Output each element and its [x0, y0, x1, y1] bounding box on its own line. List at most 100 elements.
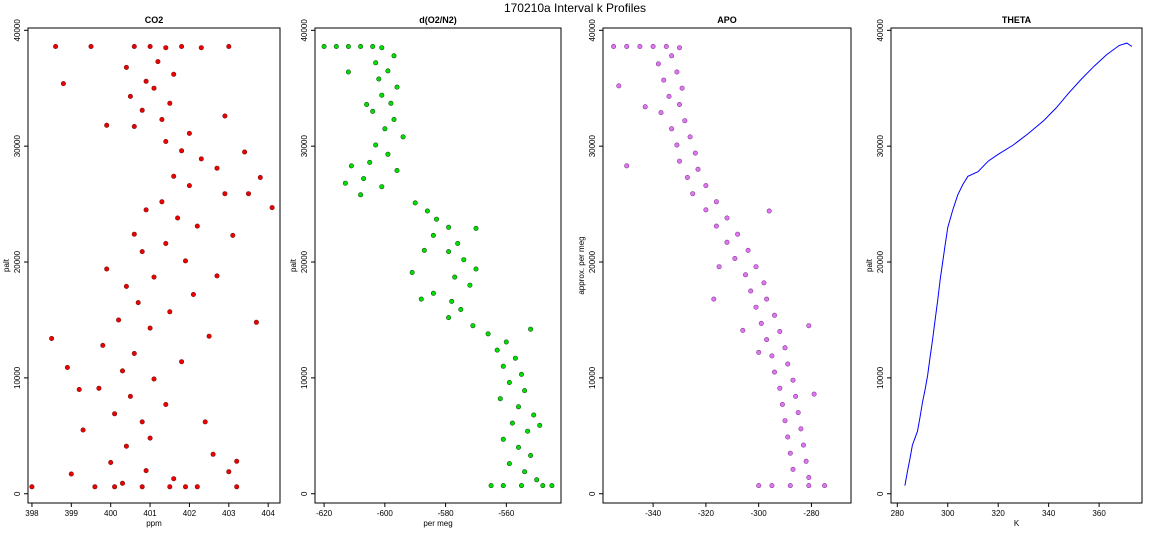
x-tick-label: 360 — [1092, 509, 1106, 518]
data-point — [151, 85, 157, 91]
data-point — [226, 43, 232, 49]
data-point — [424, 208, 430, 214]
data-point — [167, 309, 173, 315]
data-point — [367, 159, 373, 165]
data-point — [139, 249, 145, 255]
data-point — [811, 391, 817, 397]
data-point — [806, 474, 812, 480]
data-point — [500, 363, 506, 369]
data-point — [151, 376, 157, 382]
data-point — [803, 458, 809, 464]
data-point — [222, 191, 228, 197]
x-tick-label: -600 — [377, 509, 394, 518]
y-tick-label: 40000 — [300, 19, 309, 42]
data-point — [512, 355, 518, 361]
data-point — [769, 353, 775, 359]
panel-title: CO2 — [145, 15, 164, 25]
data-point — [500, 483, 506, 489]
data-point — [522, 388, 528, 394]
x-tick-label: 399 — [65, 509, 79, 518]
y-tick-label: 20000 — [13, 250, 22, 273]
data-point — [139, 107, 145, 113]
data-point — [214, 273, 220, 279]
data-point — [658, 110, 664, 116]
data-point — [373, 142, 379, 148]
data-point — [692, 150, 698, 156]
data-point — [650, 43, 656, 49]
x-tick-label: -620 — [316, 509, 333, 518]
data-point — [96, 385, 102, 391]
data-point — [753, 304, 759, 310]
data-point — [509, 420, 515, 426]
x-tick-label: -300 — [751, 509, 768, 518]
data-point — [735, 231, 741, 237]
data-point — [540, 483, 546, 489]
data-point — [183, 258, 189, 264]
data-point — [139, 419, 145, 425]
data-point — [806, 323, 812, 329]
data-point — [246, 191, 252, 197]
data-point — [127, 93, 133, 99]
data-point — [214, 165, 220, 171]
x-tick-label: 398 — [25, 509, 39, 518]
data-point — [376, 76, 382, 82]
data-point — [171, 71, 177, 77]
data-point — [139, 484, 145, 490]
x-tick-label: -280 — [803, 509, 820, 518]
panel-1: CO2 398 399 400 401 402 403 404 0 10000 20000 30000… — [2, 15, 281, 528]
data-point — [131, 350, 137, 356]
panel-2: d(O2/N2) -620 -600 -580 -560 0 10000 20000 30000… — [289, 15, 562, 528]
data-point — [525, 428, 531, 434]
data-point — [666, 93, 672, 99]
data-point — [467, 282, 473, 288]
data-point — [674, 69, 680, 75]
data-point — [333, 43, 339, 49]
data-point — [348, 163, 354, 169]
data-point — [143, 468, 149, 474]
plot-frame — [314, 27, 562, 504]
data-point — [669, 53, 675, 59]
data-point — [147, 325, 153, 331]
data-point — [179, 43, 185, 49]
data-point — [198, 156, 204, 162]
data-point — [473, 266, 479, 272]
data-point — [782, 345, 788, 351]
data-point — [361, 176, 367, 182]
data-point — [506, 461, 512, 467]
data-point — [724, 215, 730, 221]
data-point — [637, 43, 643, 49]
data-point — [611, 43, 617, 49]
data-point — [669, 126, 675, 132]
data-point — [421, 247, 427, 253]
data-point — [385, 151, 391, 157]
data-point — [108, 459, 114, 465]
data-point — [703, 183, 709, 189]
data-point — [674, 142, 680, 148]
data-point — [549, 483, 555, 489]
data-point — [537, 422, 543, 428]
data-point — [175, 215, 181, 221]
x-tick-label: 340 — [1042, 509, 1056, 518]
data-point — [88, 43, 94, 49]
data-point — [159, 199, 165, 205]
data-point — [684, 175, 690, 181]
data-point — [624, 43, 630, 49]
data-point — [120, 480, 126, 486]
y-tick-label: 40000 — [13, 19, 22, 42]
data-point — [127, 393, 133, 399]
data-point — [446, 315, 452, 321]
data-point — [234, 484, 240, 490]
data-point — [194, 223, 200, 229]
x-axis-label: per meg — [423, 519, 452, 528]
x-tick-label: 404 — [262, 509, 276, 518]
data-point — [771, 369, 777, 375]
data-point — [163, 241, 169, 247]
data-point — [494, 347, 500, 353]
data-point — [732, 255, 738, 261]
data-point — [321, 43, 327, 49]
data-point — [183, 484, 189, 490]
data-point — [179, 359, 185, 365]
data-point — [394, 84, 400, 90]
x-tick-label: 300 — [941, 509, 955, 518]
data-point — [430, 232, 436, 238]
